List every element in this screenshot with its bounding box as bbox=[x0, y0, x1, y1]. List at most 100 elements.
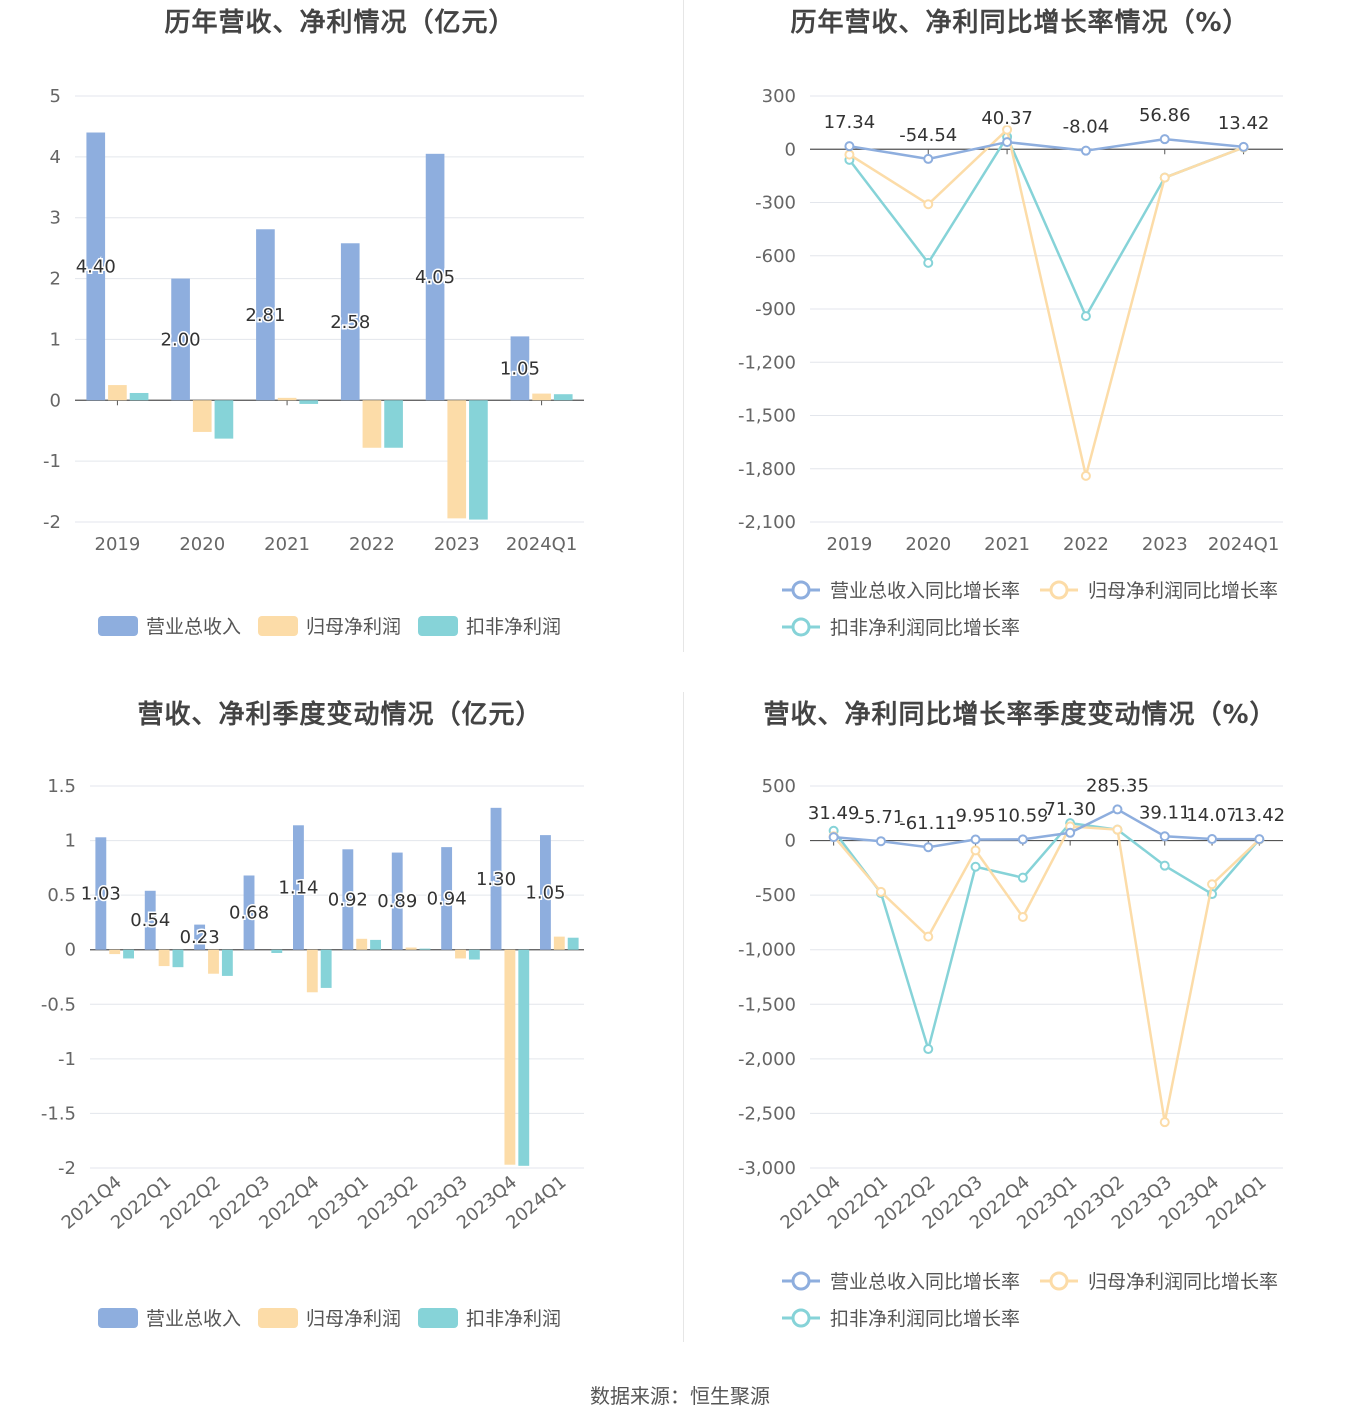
data-label: 9.95 bbox=[956, 805, 996, 826]
bar-revenue bbox=[292, 825, 304, 950]
bar-deducted-profit bbox=[370, 939, 382, 950]
data-label: 71.30 bbox=[1044, 799, 1096, 820]
plot-area: 1.510.50-0.5-1-1.5-22021Q42022Q12022Q220… bbox=[41, 776, 584, 1330]
data-label: 1.30 bbox=[476, 869, 516, 890]
legend-swatch bbox=[98, 1308, 138, 1328]
line-net-profit-growth bbox=[832, 825, 1261, 1123]
y-tick-label: 0 bbox=[785, 139, 796, 160]
data-label: 4.05 bbox=[415, 267, 455, 288]
data-label: 4.40 bbox=[76, 256, 116, 277]
bar-net-profit bbox=[306, 949, 318, 993]
data-point bbox=[1112, 804, 1123, 815]
data-point bbox=[844, 149, 855, 160]
data-point bbox=[923, 842, 934, 853]
quarterly-growth-rate-chart: 营收、净利同比增长率季度变动情况（%） 500 0 -500 -1,000 -1,500… bbox=[680, 692, 1360, 1382]
bar-revenue bbox=[86, 132, 106, 401]
legend-swatch bbox=[258, 616, 298, 636]
data-label: 2.81 bbox=[245, 305, 285, 326]
legend-swatch bbox=[418, 616, 458, 636]
data-label: 0.68 bbox=[229, 903, 269, 924]
x-tick-label: 2019 bbox=[95, 534, 141, 555]
y-tick-label: -0.5 bbox=[41, 994, 76, 1015]
data-label: 1.05 bbox=[525, 882, 565, 903]
x-tick-label: 2023 bbox=[1142, 534, 1188, 555]
data-label: 10.59 bbox=[997, 805, 1049, 826]
data-label: 56.86 bbox=[1139, 105, 1191, 126]
bar-net-profit bbox=[405, 947, 417, 950]
bar-net-profit bbox=[532, 393, 551, 401]
legend-item: 归母净利润 bbox=[258, 616, 401, 638]
data-label: -61.11 bbox=[899, 813, 957, 834]
bar-deducted-profit bbox=[123, 949, 135, 959]
bar-net-profit bbox=[208, 949, 219, 974]
data-point bbox=[1017, 834, 1028, 845]
legend-marker bbox=[791, 1308, 811, 1328]
bar-net-profit bbox=[109, 949, 121, 955]
data-point bbox=[970, 845, 981, 856]
data-point bbox=[923, 199, 934, 210]
bar-net-profit bbox=[553, 936, 565, 950]
y-tick-label: 0.5 bbox=[47, 885, 76, 906]
data-source-note: 数据来源：恒生聚源 bbox=[590, 1384, 770, 1408]
line-deducted-profit-growth bbox=[848, 134, 1245, 319]
y-tick-label: 1.5 bbox=[47, 776, 76, 797]
legend-item: 营业总收入同比增长率 bbox=[782, 1271, 1020, 1293]
legend-label: 营业总收入 bbox=[146, 616, 241, 638]
legend-label: 扣非净利润 bbox=[466, 616, 561, 638]
data-point bbox=[1159, 860, 1170, 871]
x-tick-label: 2020 bbox=[905, 534, 951, 555]
legend-label: 归母净利润 bbox=[306, 1308, 401, 1330]
chart-canvas: 5 4 3 2 1 0 -1 -2 2019 2020 2021 2022 2023 2024Q1 4.40… bbox=[43, 86, 584, 638]
legend-swatch bbox=[418, 1308, 458, 1328]
data-point bbox=[1159, 134, 1170, 145]
chart-title: 历年营收、净利同比增长率情况（%） bbox=[790, 8, 1250, 38]
plot-area: 5000-500-1,000-1,500-2,000-2,500-3,00020… bbox=[738, 774, 1287, 1330]
x-tick-label: 2020 bbox=[179, 534, 225, 555]
data-label: 17.34 bbox=[824, 112, 876, 133]
x-tick-label: 2024Q1 bbox=[506, 534, 577, 555]
bar-net-profit bbox=[108, 385, 127, 401]
legend-marker bbox=[791, 1271, 811, 1291]
y-tick-label: -2,000 bbox=[738, 1049, 796, 1070]
data-point bbox=[1207, 834, 1218, 845]
data-label: 1.03 bbox=[81, 884, 121, 905]
legend-item: 营业总收入同比增长率 bbox=[782, 580, 1020, 602]
chart-title: 营收、净利季度变动情况（亿元） bbox=[137, 700, 543, 730]
legend-marker bbox=[791, 617, 811, 637]
bar-revenue bbox=[490, 807, 502, 950]
bar-revenue bbox=[342, 849, 354, 950]
bar-revenue bbox=[194, 924, 206, 950]
y-tick-label: 1 bbox=[50, 329, 61, 350]
data-point bbox=[970, 861, 981, 872]
y-tick-label: 5 bbox=[50, 86, 61, 107]
bar-deducted-profit bbox=[320, 949, 332, 988]
y-tick-label: 500 bbox=[762, 776, 796, 797]
legend-item: 扣非净利润同比增长率 bbox=[782, 617, 1020, 639]
legend-label: 营业总收入 bbox=[146, 1308, 241, 1330]
y-tick-label: 0 bbox=[50, 390, 61, 411]
legend-label: 营业总收入同比增长率 bbox=[830, 1271, 1020, 1293]
data-label: 0.89 bbox=[377, 891, 417, 912]
y-tick-label: 4 bbox=[50, 147, 61, 168]
bar-deducted-profit bbox=[129, 392, 149, 401]
y-tick-label: 2 bbox=[50, 269, 61, 290]
bar-net-profit bbox=[277, 397, 297, 401]
x-tick-label: 2019 bbox=[827, 534, 873, 555]
line-revenue-growth bbox=[833, 808, 1260, 849]
y-tick-label: -2 bbox=[58, 1158, 76, 1179]
data-label: 0.92 bbox=[328, 890, 368, 911]
x-tick-label: 2024Q1 bbox=[1208, 534, 1279, 555]
bar-deducted-profit bbox=[214, 400, 234, 439]
data-point bbox=[923, 931, 934, 942]
data-point bbox=[1080, 145, 1091, 156]
legend-marker bbox=[1049, 1271, 1069, 1291]
data-point bbox=[1002, 137, 1013, 148]
legend-label: 扣非净利润 bbox=[466, 1308, 561, 1330]
data-point bbox=[1065, 827, 1076, 838]
bar-deducted-profit bbox=[299, 400, 319, 404]
bar-net-profit bbox=[192, 400, 212, 432]
data-point bbox=[844, 141, 855, 152]
annual-revenue-profit-chart: 历年营收、净利情况（亿元） 5 4 3 2 1 0 -1 -2 2019 2020 2021 2022… bbox=[0, 0, 680, 690]
data-label: 31.49 bbox=[808, 803, 860, 824]
legend-item: 扣非净利润 bbox=[418, 1308, 561, 1330]
